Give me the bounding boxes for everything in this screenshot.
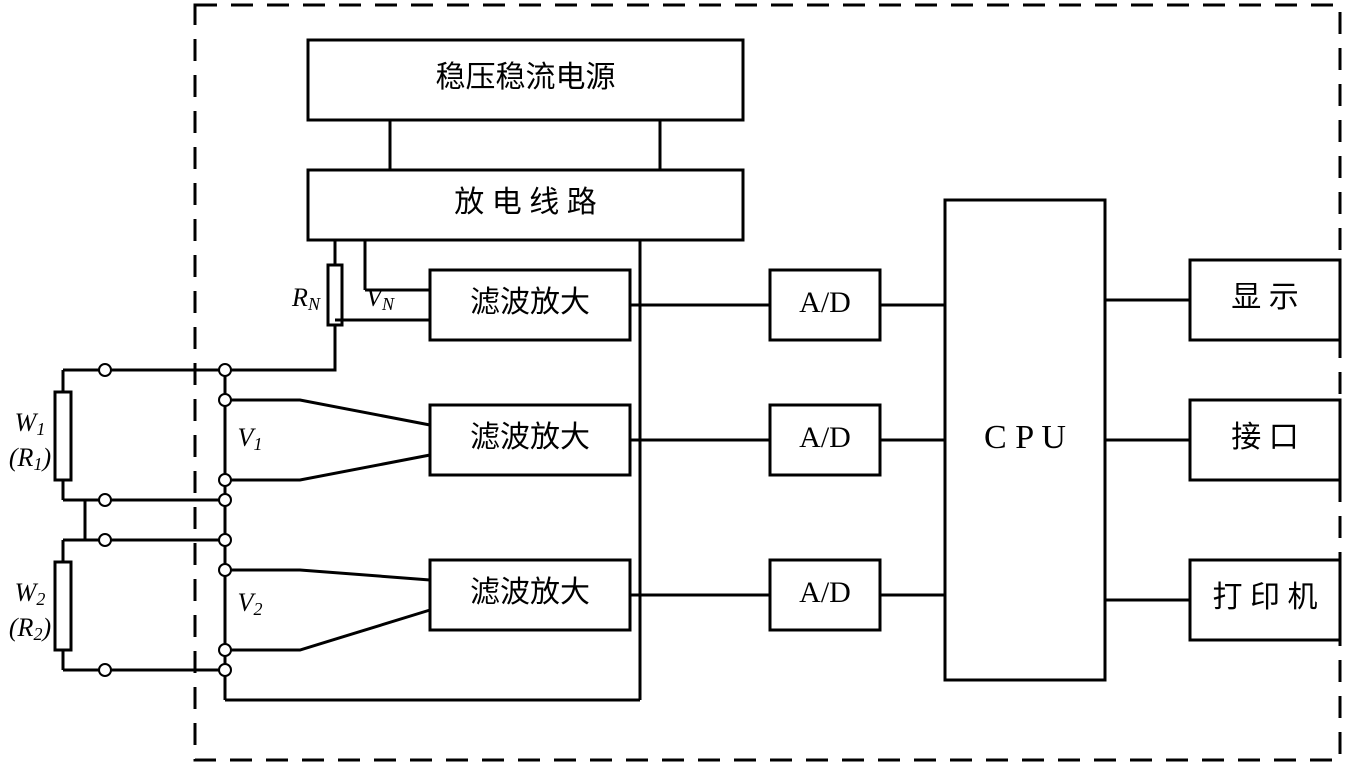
rn-to-left	[225, 340, 335, 370]
filt3-block-label: 滤波放大	[470, 576, 590, 609]
v1-upper	[225, 400, 430, 425]
label-W1: W1	[15, 408, 46, 439]
v1-lower	[225, 455, 430, 480]
terminal-node	[219, 564, 231, 576]
RN-resistor	[328, 265, 342, 325]
label-V1: V1	[238, 423, 263, 454]
label-RN: RN	[291, 283, 321, 314]
terminal-node	[99, 364, 111, 376]
terminal-node	[219, 664, 231, 676]
terminal-node	[99, 494, 111, 506]
label-V2: V2	[238, 588, 263, 619]
label-R2p: (R2)	[9, 613, 51, 644]
terminal-node	[99, 664, 111, 676]
ad1-block-label: A/D	[799, 286, 851, 319]
cpu-block-label: C P U	[984, 419, 1066, 456]
label-W2: W2	[15, 578, 46, 609]
power-block-label: 稳压稳流电源	[436, 61, 616, 94]
filt2-block-label: 滤波放大	[470, 421, 590, 454]
label-R1p: (R1)	[9, 443, 51, 474]
iface-block-label: 接 口	[1231, 421, 1299, 454]
terminal-node	[219, 394, 231, 406]
ad3-block-label: A/D	[799, 576, 851, 609]
display-block-label: 显 示	[1231, 281, 1299, 314]
terminal-node	[219, 644, 231, 656]
ad2-block-label: A/D	[799, 421, 851, 454]
block-diagram: 稳压稳流电源放 电 线 路滤波放大滤波放大滤波放大A/DA/DA/DC P U显…	[0, 0, 1347, 766]
terminal-node	[219, 364, 231, 376]
terminal-node	[219, 494, 231, 506]
filt1-block-label: 滤波放大	[470, 286, 590, 319]
R2-resistor	[55, 562, 71, 650]
label-VN: VN	[366, 283, 395, 314]
terminal-node	[219, 474, 231, 486]
printer-block-label: 打 印 机	[1213, 581, 1318, 614]
v2-upper	[225, 570, 430, 580]
terminal-node	[99, 534, 111, 546]
discharge-block-label: 放 电 线 路	[454, 186, 597, 219]
terminal-node	[219, 534, 231, 546]
R1-resistor	[55, 392, 71, 480]
